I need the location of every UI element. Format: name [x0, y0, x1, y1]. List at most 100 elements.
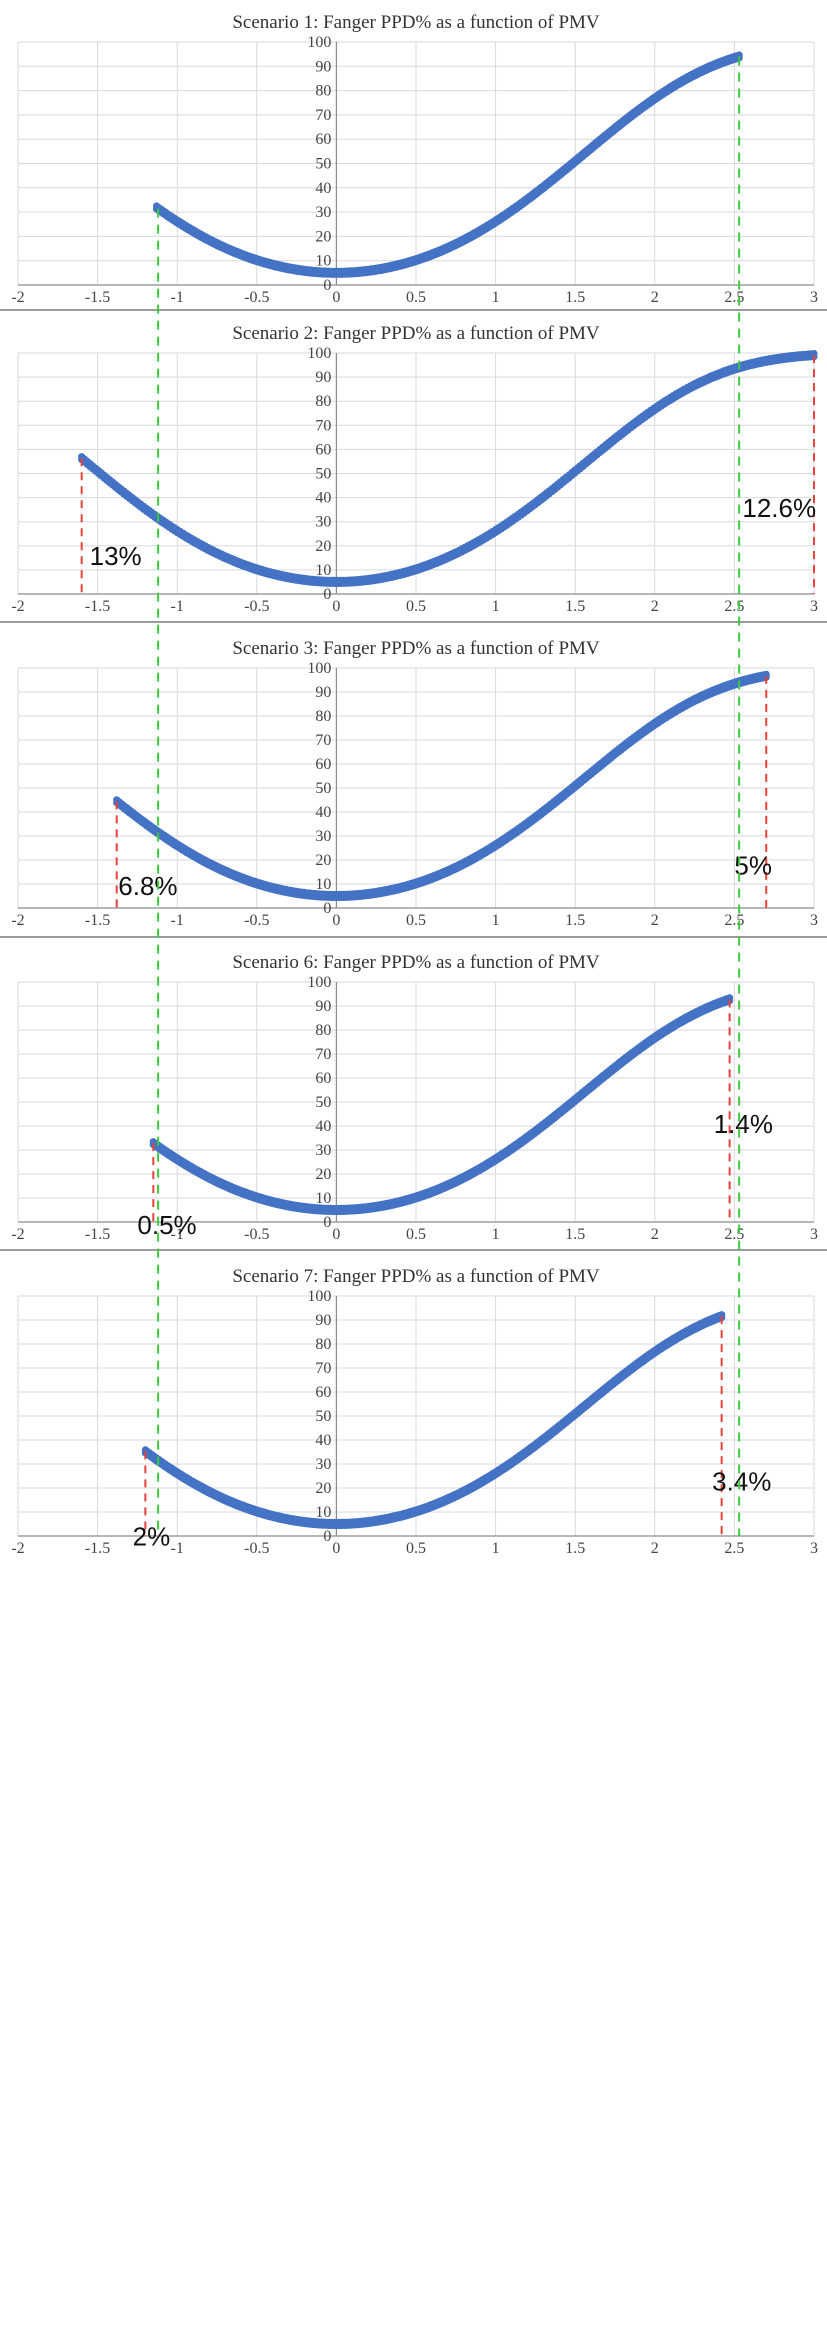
ppd-series: [149, 994, 734, 1216]
x-tick-label: -0.5: [244, 1540, 269, 1557]
x-tick-label: -2: [11, 1226, 24, 1243]
y-tick-label: 80: [315, 1022, 331, 1039]
x-tick-label: 0: [332, 289, 340, 306]
ppd-series: [78, 350, 818, 588]
y-tick-label: 70: [315, 107, 331, 124]
x-tick-label: 0: [332, 598, 340, 615]
x-tick-label: 2.5: [724, 912, 744, 929]
x-tick-label: 0.5: [406, 1540, 426, 1557]
x-tick-label: 3: [810, 598, 818, 615]
x-tick-label: 1: [492, 1540, 500, 1557]
ppd-series: [152, 51, 743, 278]
chart-title: Scenario 7: Fanger PPD% as a function of…: [232, 1266, 600, 1287]
y-tick-label: 10: [315, 562, 331, 579]
x-tick-label: 3: [810, 912, 818, 929]
ppd-series: [113, 670, 770, 902]
y-tick-label: 50: [315, 466, 331, 483]
y-tick-label: 20: [315, 228, 331, 245]
x-tick-label: 1: [492, 598, 500, 615]
chart-title: Scenario 3: Fanger PPD% as a function of…: [232, 638, 600, 659]
x-tick-label: -1: [171, 912, 184, 929]
y-tick-label: 70: [315, 1360, 331, 1377]
discomfort-annotation: 13%: [90, 541, 142, 571]
x-tick-label: 2: [651, 1540, 659, 1557]
y-tick-label: 0: [323, 1528, 331, 1545]
chart-panel-5: Scenario 7: Fanger PPD% as a function of…: [11, 1266, 818, 1557]
y-tick-label: 60: [315, 1070, 331, 1087]
data-point: [810, 350, 818, 358]
y-tick-label: 100: [307, 34, 331, 51]
y-tick-label: 30: [315, 1142, 331, 1159]
x-tick-label: 3: [810, 1226, 818, 1243]
x-tick-label: -0.5: [244, 289, 269, 306]
x-tick-label: -1.5: [85, 912, 110, 929]
x-tick-label: -1: [171, 1226, 184, 1243]
y-tick-label: 50: [315, 1094, 331, 1111]
x-tick-label: 1: [492, 912, 500, 929]
x-tick-label: -1.5: [85, 289, 110, 306]
x-tick-label: -2: [11, 598, 24, 615]
data-point: [735, 51, 743, 59]
x-tick-label: 2.5: [724, 598, 744, 615]
x-tick-label: -1: [171, 1540, 184, 1557]
data-point: [718, 1311, 726, 1319]
y-tick-label: 50: [315, 156, 331, 173]
y-tick-label: 90: [315, 684, 331, 701]
x-tick-label: -0.5: [244, 598, 269, 615]
y-tick-label: 90: [315, 58, 331, 75]
discomfort-annotation: 3.4%: [712, 1466, 771, 1496]
chart-title: Scenario 6: Fanger PPD% as a function of…: [232, 952, 600, 973]
y-tick-label: 100: [307, 660, 331, 677]
x-tick-label: 1: [492, 289, 500, 306]
y-tick-label: 40: [315, 490, 331, 507]
y-tick-label: 80: [315, 393, 331, 410]
x-tick-label: 0.5: [406, 598, 426, 615]
chart-panel-1: Scenario 1: Fanger PPD% as a function of…: [11, 12, 818, 306]
discomfort-annotation: 5%: [734, 850, 772, 880]
discomfort-annotation: 12.6%: [742, 493, 816, 523]
x-tick-label: 1: [492, 1226, 500, 1243]
x-tick-label: 3: [810, 1540, 818, 1557]
x-tick-label: 1.5: [565, 1226, 585, 1243]
y-tick-label: 0: [323, 586, 331, 603]
discomfort-annotation: 2%: [133, 1522, 171, 1552]
y-tick-label: 40: [315, 1432, 331, 1449]
y-tick-label: 10: [315, 876, 331, 893]
x-tick-label: -2: [11, 289, 24, 306]
y-tick-label: 0: [323, 900, 331, 917]
y-tick-label: 30: [315, 1456, 331, 1473]
x-tick-label: -2: [11, 912, 24, 929]
y-tick-label: 20: [315, 1480, 331, 1497]
y-tick-label: 90: [315, 1312, 331, 1329]
x-tick-label: 0.5: [406, 1226, 426, 1243]
y-tick-label: 70: [315, 1046, 331, 1063]
x-tick-label: 1.5: [565, 598, 585, 615]
y-tick-label: 10: [315, 1190, 331, 1207]
x-tick-label: 2.5: [724, 289, 744, 306]
x-tick-label: 0: [332, 1540, 340, 1557]
x-tick-label: 0: [332, 1226, 340, 1243]
x-tick-label: 2: [651, 912, 659, 929]
x-tick-label: 2: [651, 1226, 659, 1243]
discomfort-annotation: 0.5%: [137, 1210, 196, 1240]
chart-title: Scenario 1: Fanger PPD% as a function of…: [232, 12, 600, 33]
x-tick-label: -0.5: [244, 912, 269, 929]
x-tick-label: -1: [171, 289, 184, 306]
y-tick-label: 40: [315, 804, 331, 821]
y-tick-label: 30: [315, 514, 331, 531]
y-tick-label: 70: [315, 732, 331, 749]
x-tick-label: -2: [11, 1540, 24, 1557]
x-tick-label: 2.5: [724, 1226, 744, 1243]
y-tick-label: 60: [315, 756, 331, 773]
y-tick-label: 20: [315, 852, 331, 869]
x-tick-label: 1.5: [565, 912, 585, 929]
y-tick-label: 20: [315, 538, 331, 555]
chart-panel-2: Scenario 2: Fanger PPD% as a function of…: [11, 323, 818, 615]
x-tick-label: 2.5: [724, 1540, 744, 1557]
y-tick-label: 80: [315, 1336, 331, 1353]
y-tick-label: 20: [315, 1166, 331, 1183]
ppd-series: [141, 1311, 726, 1530]
x-tick-label: -1.5: [85, 1540, 110, 1557]
x-tick-label: 0: [332, 912, 340, 929]
